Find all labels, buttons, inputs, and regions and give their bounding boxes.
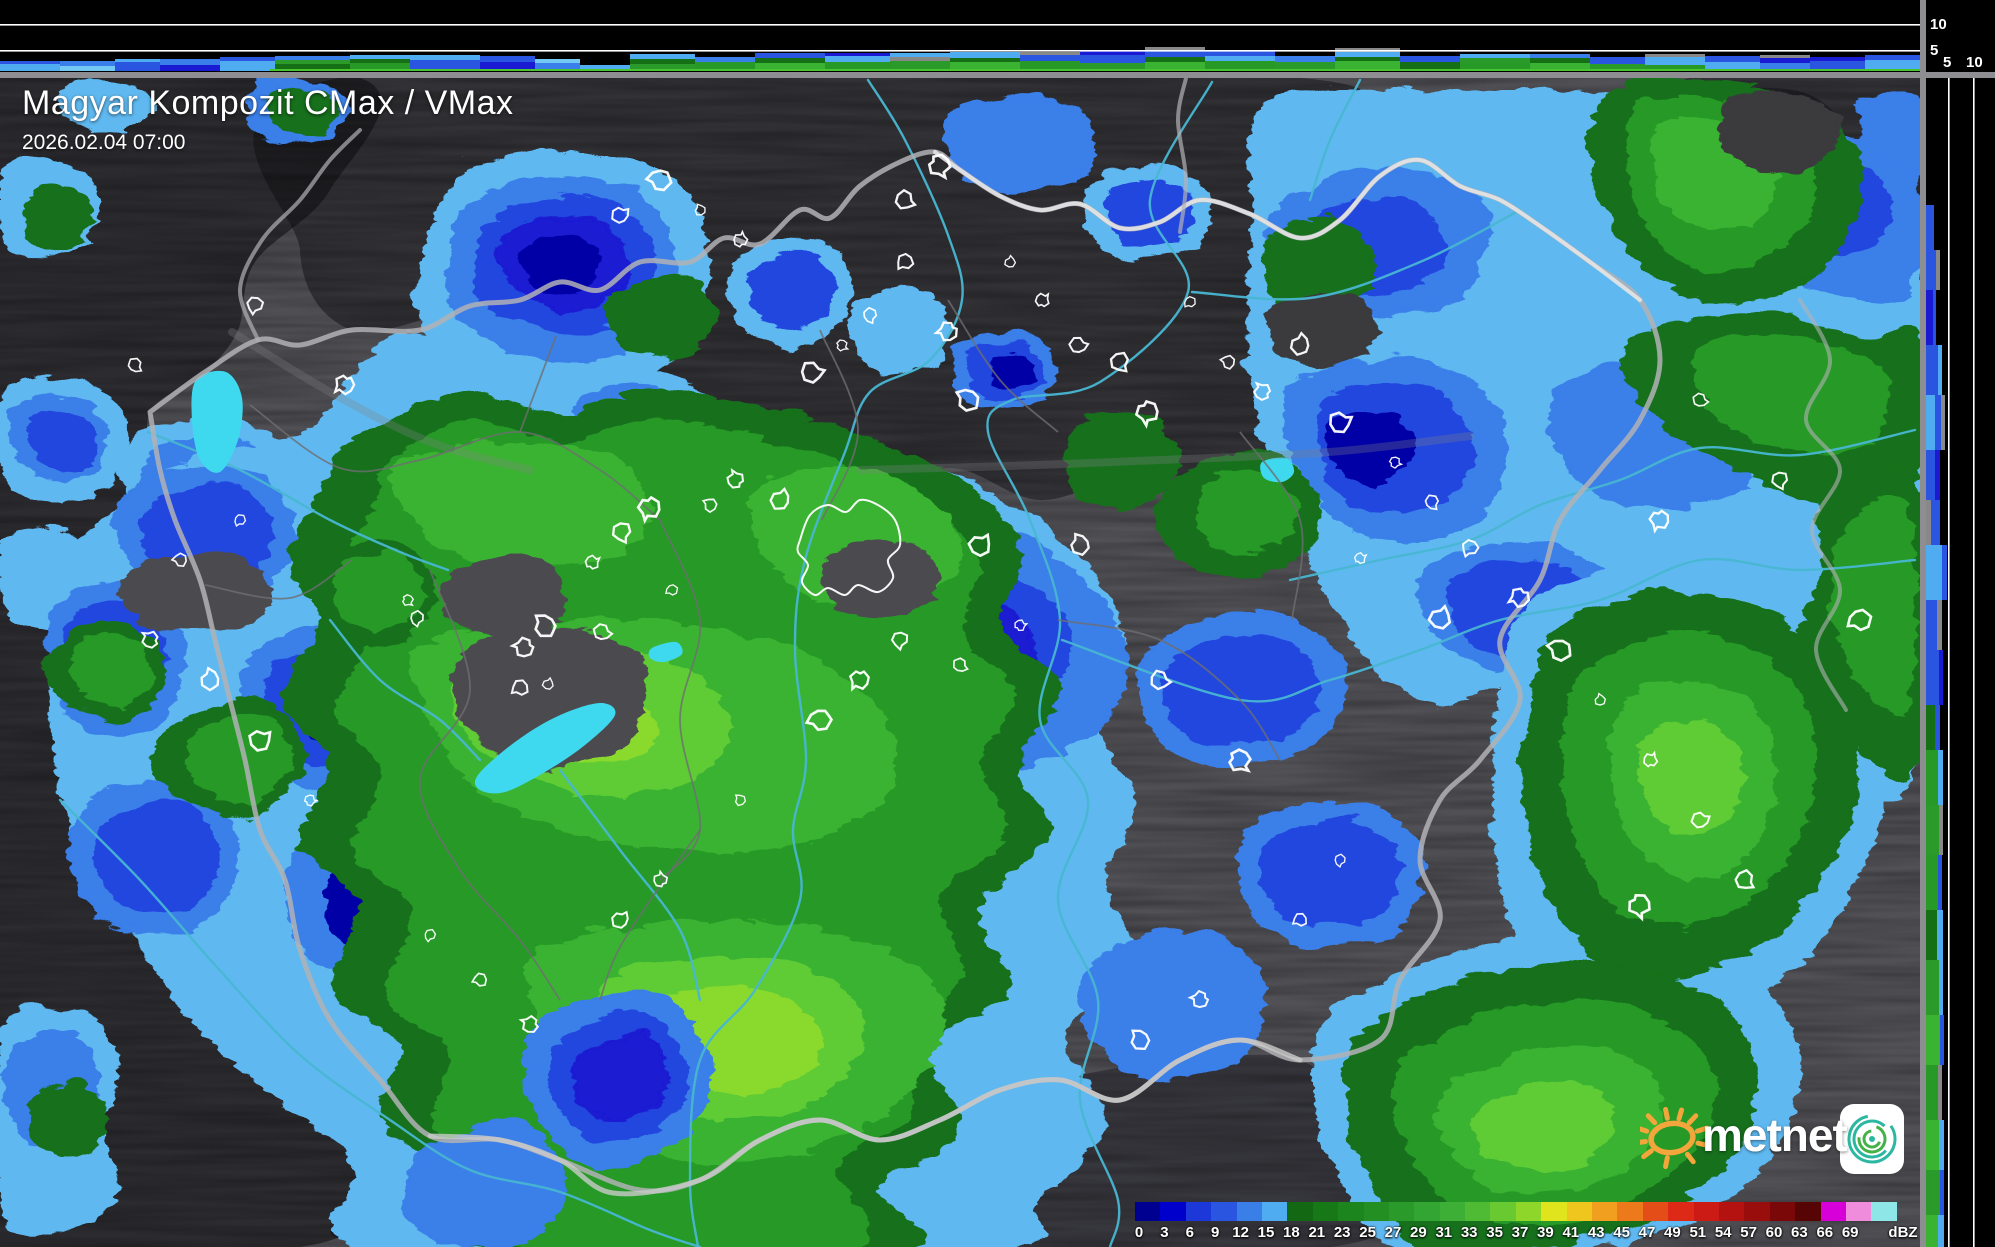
dbz-tick-label: 31 [1435,1224,1453,1241]
logo-wordmark: metnet [1702,1109,1848,1161]
dbz-color-box [1160,1202,1186,1221]
dbz-tick-label: 66 [1816,1224,1834,1241]
dbz-color-box [1592,1202,1618,1221]
dbz-color-box [1693,1202,1719,1221]
dbz-tick-label: 60 [1765,1224,1783,1241]
dbz-tick-label: 45 [1613,1224,1630,1241]
dbz-tick-label: 51 [1689,1224,1707,1241]
dbz-tick-label: 18 [1283,1224,1300,1241]
dbz-tick-label: 23 [1333,1224,1351,1241]
dbz-color-box [1718,1202,1745,1221]
dbz-tick-label: 12 [1232,1224,1249,1241]
dbz-tick-label: 15 [1257,1224,1275,1241]
map-frame-right [1920,0,1926,1247]
dbz-color-box [1845,1202,1872,1221]
dbz-tick-label: 63 [1791,1224,1808,1241]
dbz-color-box [1363,1202,1389,1221]
profile-axes-corner: 10 5 5 10 [1926,0,1995,72]
dbz-color-boxes [1135,1202,1897,1221]
dbz-color-box [1465,1202,1491,1221]
boundaries-layer [147,78,1848,1197]
dbz-tick-label: 25 [1359,1224,1376,1241]
top-strip-axis-tick-5: 5 [1930,42,1939,59]
dbz-tick-label: 39 [1537,1224,1554,1241]
dbz-tick-label: 6 [1185,1224,1194,1241]
dbz-color-box [1541,1202,1567,1221]
dbz-tick-label: 9 [1211,1224,1220,1241]
dbz-tick-label: 37 [1511,1224,1529,1241]
dbz-color-box [1414,1202,1440,1221]
radar-echo-layer [0,78,1920,1247]
dbz-color-box [1795,1202,1821,1221]
dbz-color-scale: 0 3 6 9 12 15 18 21 23 25 27 29 31 33 35 37 39 41 43 45 47 49… [1134,1202,1918,1244]
dbz-tick-label: 43 [1587,1224,1605,1241]
dbz-color-box [1515,1202,1542,1221]
dbz-tick-label: 49 [1664,1224,1681,1241]
dbz-color-box [1769,1202,1796,1221]
dbz-unit-label: dBZ [1888,1224,1918,1241]
spiral-icon [1840,1104,1904,1174]
dbz-tick-label: 29 [1410,1224,1427,1241]
dbz-color-box [1261,1202,1288,1221]
sun-icon [1640,1106,1711,1170]
dbz-color-box [1236,1202,1262,1221]
dbz-tick-label: 21 [1308,1224,1326,1241]
dbz-color-box [1185,1202,1212,1221]
timestamp: 2026.02.04 07:00 [22,131,186,154]
top-strip-axis-tick-10: 10 [1930,16,1947,33]
right-strip-axis-tick-5: 5 [1943,54,1952,71]
towns-layer [127,153,1873,1051]
dbz-color-box [1566,1202,1593,1221]
dbz-color-box [1617,1202,1643,1221]
dbz-color-box [1312,1202,1339,1221]
dbz-tick-label: 35 [1486,1224,1503,1241]
dbz-color-box [1439,1202,1466,1221]
dbz-tick-label: 27 [1384,1224,1402,1241]
dbz-color-box [1388,1202,1415,1221]
dbz-color-box [1211,1202,1237,1221]
dbz-tick-label: 33 [1460,1224,1478,1241]
dbz-tick-label: 69 [1841,1224,1859,1241]
vmax-right-profile-strip [1926,78,1995,1247]
header: Magyar Kompozit CMax / VMax 2026.02.04 0… [22,84,514,155]
metnet-logo: metnet [1640,1090,1910,1190]
dbz-tick-label: 47 [1638,1224,1656,1241]
dbz-tick-label: 54 [1714,1224,1732,1241]
dbz-color-box [1820,1202,1846,1221]
dbz-color-box [1135,1202,1161,1221]
page-title: Magyar Kompozit CMax / VMax [22,84,514,122]
right-strip-axis-tick-10: 10 [1966,54,1983,71]
radar-map [0,78,1920,1247]
dbz-color-box [1871,1202,1897,1221]
dbz-color-box [1642,1202,1669,1221]
dbz-color-box [1490,1202,1516,1221]
map-frame-top [0,72,1995,78]
dbz-color-box [1744,1202,1770,1221]
vmax-top-profile-strip [0,0,1920,72]
dbz-tick-label: 57 [1740,1224,1757,1241]
dbz-tick-label: 3 [1160,1224,1169,1241]
dbz-color-box [1668,1202,1694,1221]
dbz-color-box [1338,1202,1364,1221]
dbz-tick-label: 41 [1562,1224,1580,1241]
dbz-color-box [1287,1202,1313,1221]
dbz-tick-label: 0 [1134,1224,1144,1241]
